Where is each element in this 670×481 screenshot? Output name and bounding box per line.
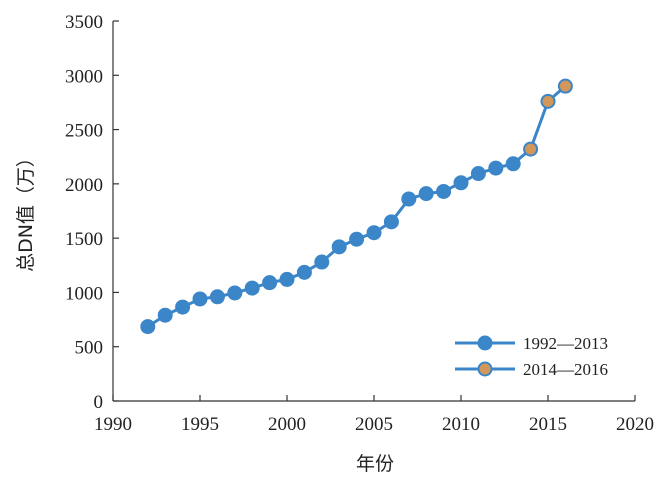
x-tick-label: 1990 [94, 414, 132, 435]
y-tick-label: 0 [94, 392, 104, 413]
data-point-series-1 [401, 191, 417, 207]
plot-area [140, 78, 573, 335]
data-point-series-1 [436, 183, 452, 199]
x-axis-label: 年份 [356, 453, 394, 475]
data-point-series-1 [279, 271, 295, 287]
data-point-series-2 [557, 78, 573, 94]
x-tick-label: 2005 [355, 414, 393, 435]
x-axis-ticks: 1990 1995 2000 2005 2010 2015 2020 [94, 395, 654, 435]
data-point-series-1 [349, 231, 365, 247]
y-axis-label: 总DN值（万） [15, 148, 37, 272]
x-tick-label: 2000 [268, 414, 306, 435]
y-tick-label: 2500 [65, 121, 103, 142]
data-point-series-1 [296, 264, 312, 280]
x-tick-label: 2010 [442, 414, 480, 435]
data-point-series-1 [383, 214, 399, 230]
data-point-series-1 [453, 175, 469, 191]
data-point-series-1 [175, 299, 191, 315]
y-tick-label: 3500 [65, 12, 103, 33]
data-point-series-1 [244, 280, 260, 296]
data-point-series-1 [366, 225, 382, 241]
x-tick-label: 2015 [529, 414, 567, 435]
data-point-series-1 [140, 319, 156, 335]
y-tick-label: 1000 [65, 283, 103, 304]
legend-label: 1992—2013 [523, 334, 608, 353]
data-point-series-2 [523, 141, 539, 157]
legend-marker [477, 361, 493, 377]
series-line [146, 85, 567, 328]
y-tick-label: 500 [75, 338, 104, 359]
data-point-series-1 [209, 289, 225, 305]
legend-marker [477, 335, 493, 351]
data-point-series-1 [157, 307, 173, 323]
x-tick-label: 1995 [181, 414, 219, 435]
data-point-series-1 [331, 239, 347, 255]
data-point-series-1 [488, 160, 504, 176]
y-axis-ticks: 0 500 1000 1500 2000 2500 3000 3500 [65, 12, 119, 413]
data-point-series-1 [314, 254, 330, 270]
data-point-series-1 [262, 275, 278, 291]
x-tick-label: 2020 [616, 414, 654, 435]
y-tick-label: 2000 [65, 175, 103, 196]
data-point-series-1 [192, 291, 208, 307]
data-point-series-1 [505, 156, 521, 172]
y-tick-label: 3000 [65, 66, 103, 87]
data-point-series-1 [227, 285, 243, 301]
legend-label: 2014—2016 [523, 360, 608, 379]
data-point-series-1 [418, 186, 434, 202]
data-point-series-1 [470, 166, 486, 182]
data-point-series-2 [540, 93, 556, 109]
legend: 1992—2013 2014—2016 [455, 334, 608, 379]
y-tick-label: 1500 [65, 229, 103, 250]
